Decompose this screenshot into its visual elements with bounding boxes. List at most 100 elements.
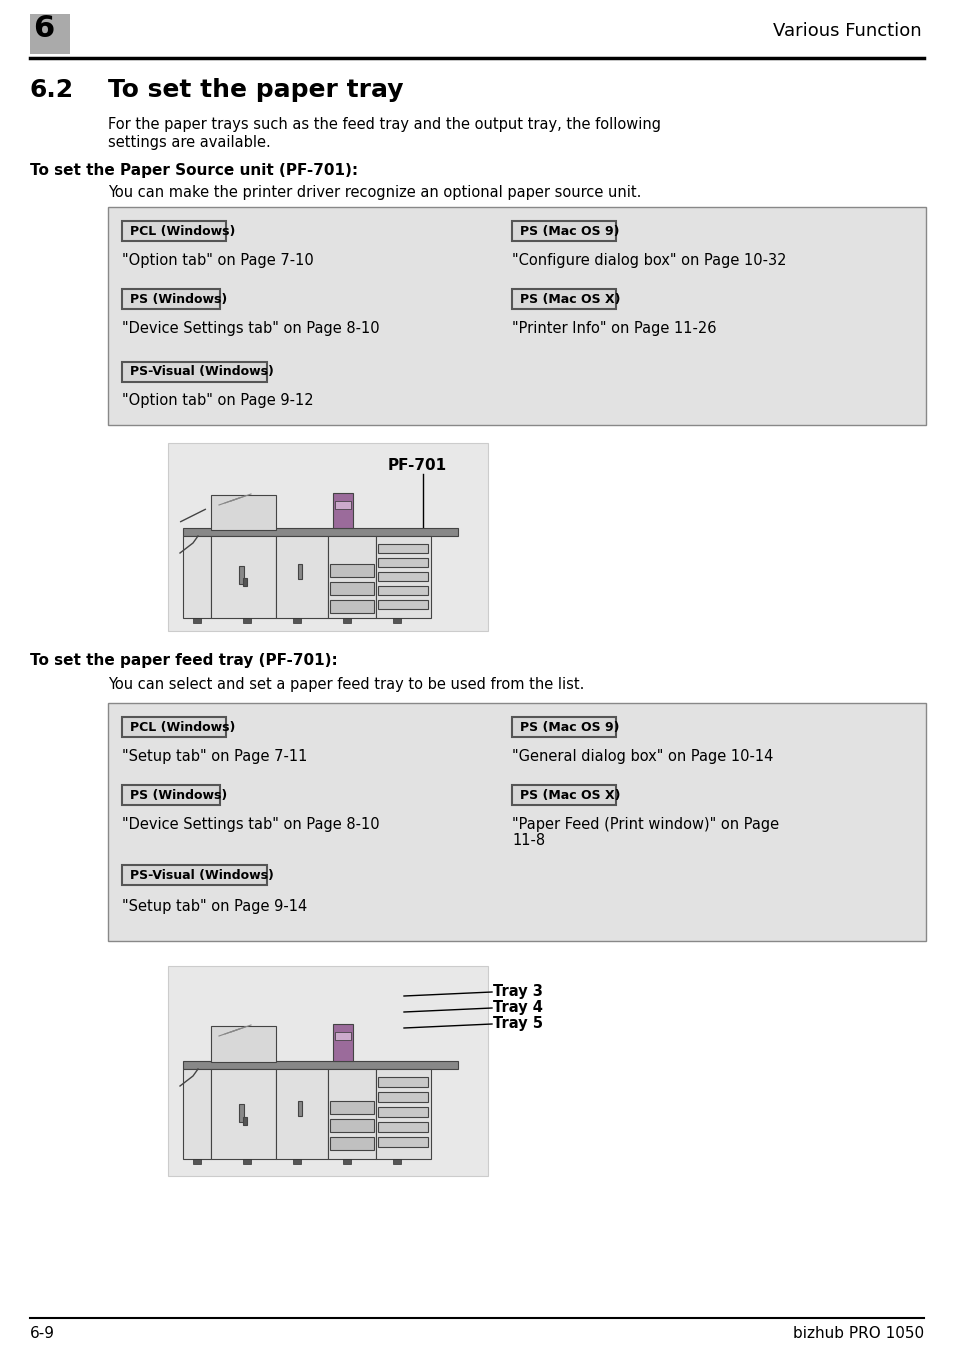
Text: PS (Mac OS 9): PS (Mac OS 9) [519, 721, 618, 733]
Bar [333, 1024, 353, 1061]
Bar [122, 785, 219, 805]
Bar [211, 496, 275, 530]
Text: "Option tab" on Page 9-12: "Option tab" on Page 9-12 [122, 392, 314, 407]
Bar [393, 618, 400, 623]
Bar [377, 558, 428, 568]
Text: You can make the printer driver recognize an optional paper source unit.: You can make the printer driver recogniz… [108, 185, 640, 200]
Text: For the paper trays such as the feed tray and the output tray, the following: For the paper trays such as the feed tra… [108, 117, 660, 132]
Bar [122, 221, 226, 240]
Bar [211, 1027, 275, 1062]
Bar [243, 1118, 247, 1124]
Bar [512, 785, 616, 805]
Bar [377, 1077, 428, 1086]
Bar [275, 536, 328, 618]
Bar [393, 1158, 400, 1164]
Bar [30, 14, 70, 54]
Text: PS (Mac OS X): PS (Mac OS X) [519, 292, 619, 306]
Bar [193, 618, 201, 623]
Bar [293, 618, 301, 623]
Bar [122, 289, 219, 310]
Bar [330, 1119, 374, 1133]
Bar [239, 1104, 244, 1122]
Bar [377, 1092, 428, 1101]
Bar [328, 1069, 375, 1158]
Bar [512, 289, 616, 310]
Text: "Setup tab" on Page 7-11: "Setup tab" on Page 7-11 [122, 750, 307, 765]
Text: To set the Paper Source unit (PF-701):: To set the Paper Source unit (PF-701): [30, 163, 357, 178]
Text: PF-701: PF-701 [388, 458, 447, 473]
Bar [122, 717, 226, 737]
Bar [377, 587, 428, 595]
Text: "Device Settings tab" on Page 8-10: "Device Settings tab" on Page 8-10 [122, 320, 379, 335]
Text: "Paper Feed (Print window)" on Page: "Paper Feed (Print window)" on Page [512, 818, 779, 832]
Text: 6-9: 6-9 [30, 1325, 55, 1340]
Bar [243, 618, 251, 623]
Bar [122, 865, 267, 885]
Bar [211, 536, 275, 618]
Bar [343, 1158, 351, 1164]
Bar [183, 1069, 211, 1158]
Text: Tray 3: Tray 3 [493, 985, 542, 999]
Text: "Setup tab" on Page 9-14: "Setup tab" on Page 9-14 [122, 899, 307, 914]
Text: 6: 6 [33, 14, 54, 43]
Bar [108, 206, 925, 425]
Text: "General dialog box" on Page 10-14: "General dialog box" on Page 10-14 [512, 750, 773, 765]
Bar [275, 1069, 328, 1158]
Bar [243, 579, 247, 587]
Bar [330, 564, 374, 577]
Text: bizhub PRO 1050: bizhub PRO 1050 [792, 1325, 923, 1340]
Text: PS (Windows): PS (Windows) [130, 789, 227, 801]
Text: PS (Mac OS 9): PS (Mac OS 9) [519, 224, 618, 238]
Bar [377, 572, 428, 581]
Bar [330, 583, 374, 595]
Text: PCL (Windows): PCL (Windows) [130, 224, 235, 238]
Text: You can select and set a paper feed tray to be used from the list.: You can select and set a paper feed tray… [108, 678, 584, 693]
Bar [375, 536, 431, 618]
Text: Tray 5: Tray 5 [493, 1016, 542, 1031]
Bar [512, 221, 616, 240]
Text: Various Function: Various Function [773, 22, 921, 39]
Bar [512, 717, 616, 737]
Bar [293, 1158, 301, 1164]
Text: settings are available.: settings are available. [108, 134, 271, 149]
Bar [183, 536, 211, 618]
Bar [168, 966, 488, 1176]
Bar [243, 1158, 251, 1164]
Text: "Device Settings tab" on Page 8-10: "Device Settings tab" on Page 8-10 [122, 818, 379, 832]
Bar [333, 493, 353, 528]
Bar [377, 1107, 428, 1118]
Bar [335, 1032, 351, 1040]
Text: 11-8: 11-8 [512, 832, 544, 847]
Text: 6.2: 6.2 [30, 77, 74, 102]
Text: PS-Visual (Windows): PS-Visual (Windows) [130, 869, 274, 881]
Bar [377, 600, 428, 608]
Bar [377, 1137, 428, 1148]
Text: PS-Visual (Windows): PS-Visual (Windows) [130, 365, 274, 379]
Text: PS (Windows): PS (Windows) [130, 292, 227, 306]
Bar [330, 1101, 374, 1114]
Bar [239, 566, 244, 584]
Bar [328, 536, 375, 618]
Text: PS (Mac OS X): PS (Mac OS X) [519, 789, 619, 801]
Bar [183, 528, 457, 536]
Text: "Printer Info" on Page 11-26: "Printer Info" on Page 11-26 [512, 320, 716, 335]
Bar [183, 1061, 457, 1069]
Bar [211, 1069, 275, 1158]
Text: Tray 4: Tray 4 [493, 999, 542, 1014]
Bar [330, 1137, 374, 1150]
Bar [108, 703, 925, 941]
Text: "Configure dialog box" on Page 10-32: "Configure dialog box" on Page 10-32 [512, 253, 785, 268]
Bar [193, 1158, 201, 1164]
Bar [122, 363, 267, 382]
Bar [377, 1122, 428, 1133]
Bar [297, 1101, 302, 1116]
Text: "Option tab" on Page 7-10: "Option tab" on Page 7-10 [122, 253, 314, 268]
Text: PCL (Windows): PCL (Windows) [130, 721, 235, 733]
Bar [375, 1069, 431, 1158]
Text: To set the paper feed tray (PF-701):: To set the paper feed tray (PF-701): [30, 653, 337, 668]
Text: To set the paper tray: To set the paper tray [108, 77, 403, 102]
Bar [335, 501, 351, 509]
Bar [297, 564, 302, 579]
Bar [330, 600, 374, 612]
Bar [377, 545, 428, 553]
